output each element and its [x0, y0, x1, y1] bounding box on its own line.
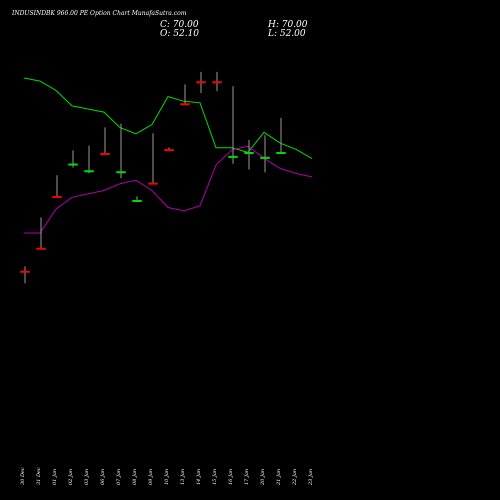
- candle-body: [244, 152, 254, 155]
- x-tick-label: 16 Jan: [228, 469, 234, 485]
- candle-body: [148, 182, 158, 185]
- candle-body: [84, 170, 94, 173]
- chart-title: INDUSINDBK 966.00 PE Option Chart Munafa…: [12, 10, 187, 17]
- indicator-lines: [23, 77, 313, 234]
- x-tick-label: 21 Jan: [276, 469, 282, 486]
- candle-body: [132, 199, 142, 202]
- candle-body: [276, 152, 286, 155]
- magenta-line: [24, 145, 313, 234]
- x-tick-label: 10 Jan: [164, 469, 170, 485]
- candle-body: [36, 247, 46, 250]
- x-tick-label: 23 Jan: [308, 469, 314, 486]
- low-value: L: 52.00: [268, 29, 306, 39]
- candle-body: [52, 196, 62, 199]
- candle-body: [68, 163, 78, 166]
- x-tick-label: 15 Jan: [212, 469, 218, 485]
- x-tick-label: 20 Jan: [260, 469, 266, 486]
- candle-body: [100, 153, 110, 156]
- candles: [20, 71, 286, 284]
- x-axis: 30 Dec 31 Dec 01 Jan 02 Jan 03 Jan 06 Jan 07 J…: [20, 467, 314, 486]
- candle-body: [196, 81, 206, 84]
- x-tick-label: 01 Jan: [52, 469, 58, 485]
- open-value: O: 52.10: [160, 29, 200, 39]
- candle-body: [180, 103, 190, 106]
- close-value: C: 70.00: [160, 20, 199, 30]
- x-tick-label: 09 Jan: [148, 469, 154, 485]
- high-value: H: 70.00: [268, 20, 308, 30]
- candle-body: [212, 81, 222, 84]
- candle-body: [260, 156, 270, 159]
- candle-body: [116, 171, 126, 174]
- candle-body: [20, 270, 30, 273]
- x-tick-label: 22 Jan: [292, 469, 298, 486]
- x-tick-label: 31 Dec: [36, 467, 42, 485]
- candle-body: [164, 149, 174, 152]
- x-tick-label: 06 Jan: [100, 469, 106, 485]
- x-tick-label: 14 Jan: [196, 469, 202, 485]
- green-line: [23, 77, 313, 160]
- x-tick-label: 30 Dec: [20, 467, 26, 485]
- candle-body: [228, 155, 238, 158]
- x-tick-label: 13 Jan: [180, 469, 186, 485]
- x-tick-label: 02 Jan: [68, 469, 74, 485]
- x-tick-label: 17 Jan: [244, 469, 250, 485]
- x-tick-label: 07 Jan: [116, 469, 122, 485]
- x-tick-label: 03 Jan: [84, 469, 90, 485]
- x-tick-label: 08 Jan: [132, 469, 138, 485]
